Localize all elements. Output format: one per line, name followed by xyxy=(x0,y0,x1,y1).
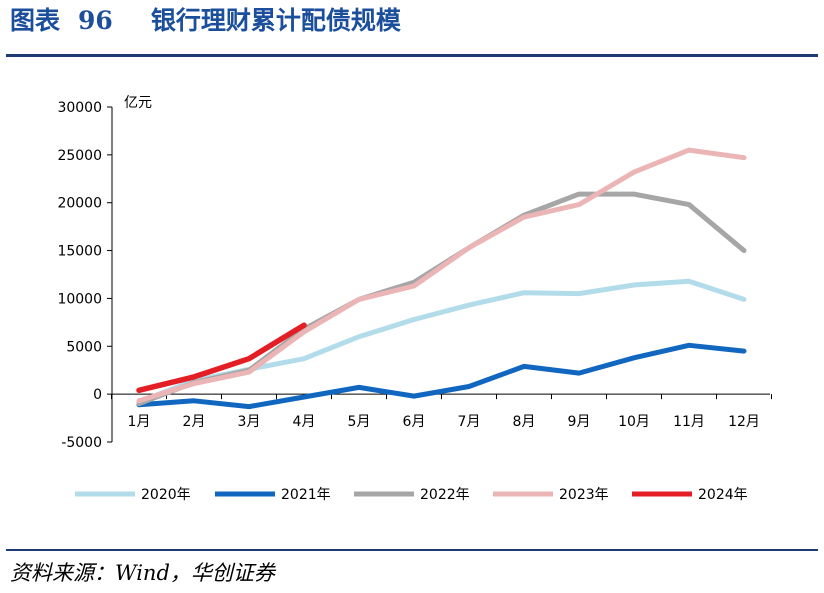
figure-label: 图表 xyxy=(10,6,61,35)
x-tick-label: 4月 xyxy=(293,414,316,430)
x-tick-label: 10月 xyxy=(618,414,650,430)
y-tick-label: 20000 xyxy=(57,196,102,212)
y-tick-label: 10000 xyxy=(57,291,102,307)
figure-title-text: 银行理财累计配债规模 xyxy=(150,6,401,35)
y-tick-label: 0 xyxy=(93,387,102,403)
y-tick-label: 30000 xyxy=(57,100,102,116)
legend-label: 2022年 xyxy=(420,487,470,503)
figure-title: 图表 96 银行理财累计配债规模 xyxy=(10,4,401,38)
legend-label: 2020年 xyxy=(141,487,191,503)
chart-axes: -5000 0 5000 10000 15000 20000 25000 30000 亿元 1月 2… xyxy=(57,95,772,451)
source-note: 资料来源：Wind，华创证券 xyxy=(10,561,275,585)
y-tick-label: 5000 xyxy=(66,339,102,355)
y-unit-label: 亿元 xyxy=(124,95,152,111)
y-tick-label: 25000 xyxy=(57,148,102,164)
x-tick-label: 6月 xyxy=(403,414,426,430)
top-divider xyxy=(6,54,818,57)
chart-legend: 2020年 2021年 2022年 2023年 2024年 xyxy=(75,487,748,503)
x-tick-label: 8月 xyxy=(513,414,536,430)
series-line-2020年 xyxy=(136,278,747,405)
line-chart: -5000 0 5000 10000 15000 20000 25000 30000 亿元 1月 2… xyxy=(57,95,772,503)
series-line-2022年 xyxy=(136,191,747,407)
series-line-2024年 xyxy=(136,322,307,394)
x-tick-label: 5月 xyxy=(348,414,371,430)
x-tick-label: 3月 xyxy=(238,414,261,430)
series-line-2023年 xyxy=(136,147,747,404)
legend-label: 2024年 xyxy=(698,487,748,503)
x-tick-label: 11月 xyxy=(673,414,705,430)
series-line-2021年 xyxy=(136,342,747,410)
x-tick-label: 1月 xyxy=(128,414,151,430)
legend-label: 2021年 xyxy=(281,487,331,503)
figure-number: 96 xyxy=(78,6,113,35)
x-tick-label: 2月 xyxy=(183,414,206,430)
y-tick-label: 15000 xyxy=(57,244,102,260)
chart-series xyxy=(136,147,747,410)
y-tick-label: -5000 xyxy=(61,435,102,451)
bottom-divider xyxy=(6,549,818,551)
legend-label: 2023年 xyxy=(559,487,609,503)
x-tick-label: 12月 xyxy=(728,414,760,430)
x-tick-label: 7月 xyxy=(458,414,481,430)
x-tick-label: 9月 xyxy=(568,414,591,430)
